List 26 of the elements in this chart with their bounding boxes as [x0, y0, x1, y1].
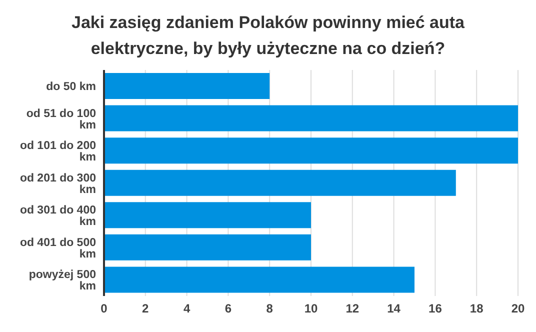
bar	[104, 105, 518, 132]
bar	[104, 202, 311, 228]
y-tick-label: od 201 do 300 km	[20, 172, 96, 196]
y-tick-label: od 51 do 100 km	[26, 108, 96, 132]
x-tick-label: 8	[266, 302, 274, 316]
x-tick-label: 0	[100, 302, 108, 316]
x-tick-label: 10	[304, 302, 318, 316]
x-tick-label: 2	[142, 302, 150, 316]
chart-title: Jaki zasięg zdaniem Polaków powinny mieć auta elektryczne, by były użyteczne na co dzień?	[70, 12, 466, 60]
x-tick-label: 12	[346, 302, 360, 316]
x-tick-label: 20	[511, 302, 525, 316]
y-tick-label: powyżej 500 km	[28, 269, 96, 293]
x-tick-label: 6	[224, 302, 232, 316]
bar	[104, 138, 518, 164]
x-tick-label: 16	[428, 302, 442, 316]
bar	[104, 234, 311, 260]
bar	[104, 170, 456, 196]
bar	[104, 73, 270, 99]
bar	[104, 266, 414, 293]
y-tick-label: od 301 do 400 km	[20, 204, 96, 228]
y-tick-label: od 101 do 200 km	[20, 140, 96, 164]
x-tick-label: 18	[470, 302, 484, 316]
y-tick-label: do 50 km	[46, 81, 96, 94]
y-tick-label: od 401 do 500 km	[20, 236, 96, 260]
x-tick-label: 4	[183, 302, 190, 316]
x-tick-label: 14	[387, 302, 401, 316]
